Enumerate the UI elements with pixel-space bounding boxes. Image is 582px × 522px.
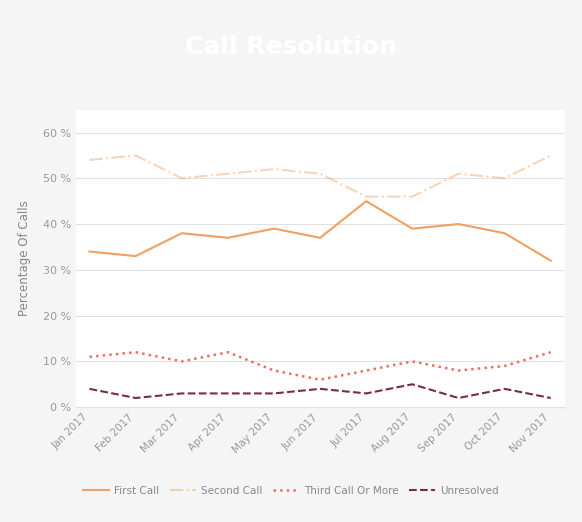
First Call xyxy=(501,230,508,236)
Unresolved xyxy=(501,386,508,392)
First Call xyxy=(317,235,324,241)
First Call xyxy=(455,221,462,227)
Second Call xyxy=(317,171,324,177)
Second Call xyxy=(455,171,462,177)
Third Call Or More xyxy=(547,349,554,355)
Second Call xyxy=(409,194,416,200)
First Call xyxy=(271,226,278,232)
Second Call xyxy=(271,166,278,172)
Unresolved xyxy=(225,390,232,397)
Third Call Or More xyxy=(225,349,232,355)
Unresolved xyxy=(178,390,185,397)
Third Call Or More xyxy=(86,354,93,360)
Third Call Or More xyxy=(455,367,462,374)
Y-axis label: Percentage Of Calls: Percentage Of Calls xyxy=(19,200,31,316)
Unresolved xyxy=(547,395,554,401)
First Call xyxy=(409,226,416,232)
Second Call xyxy=(547,152,554,159)
Third Call Or More xyxy=(409,358,416,364)
Text: Call Resolution: Call Resolution xyxy=(185,35,397,59)
Second Call xyxy=(225,171,232,177)
Third Call Or More xyxy=(363,367,370,374)
Line: Second Call: Second Call xyxy=(90,156,551,197)
Second Call xyxy=(363,194,370,200)
Unresolved xyxy=(317,386,324,392)
Unresolved xyxy=(409,381,416,387)
Legend: First Call, Second Call, Third Call Or More, Unresolved: First Call, Second Call, Third Call Or M… xyxy=(79,481,503,500)
Unresolved xyxy=(271,390,278,397)
Third Call Or More xyxy=(132,349,139,355)
First Call xyxy=(178,230,185,236)
Second Call xyxy=(178,175,185,182)
Third Call Or More xyxy=(178,358,185,364)
Unresolved xyxy=(363,390,370,397)
Second Call xyxy=(86,157,93,163)
First Call xyxy=(547,257,554,264)
Line: Unresolved: Unresolved xyxy=(90,384,551,398)
Third Call Or More xyxy=(271,367,278,374)
Second Call xyxy=(132,152,139,159)
First Call xyxy=(86,248,93,255)
Unresolved xyxy=(455,395,462,401)
Unresolved xyxy=(86,386,93,392)
Third Call Or More xyxy=(501,363,508,369)
First Call xyxy=(132,253,139,259)
Second Call xyxy=(501,175,508,182)
First Call xyxy=(363,198,370,204)
Third Call Or More xyxy=(317,376,324,383)
Unresolved xyxy=(132,395,139,401)
Line: Third Call Or More: Third Call Or More xyxy=(90,352,551,379)
Line: First Call: First Call xyxy=(90,201,551,260)
First Call xyxy=(225,235,232,241)
